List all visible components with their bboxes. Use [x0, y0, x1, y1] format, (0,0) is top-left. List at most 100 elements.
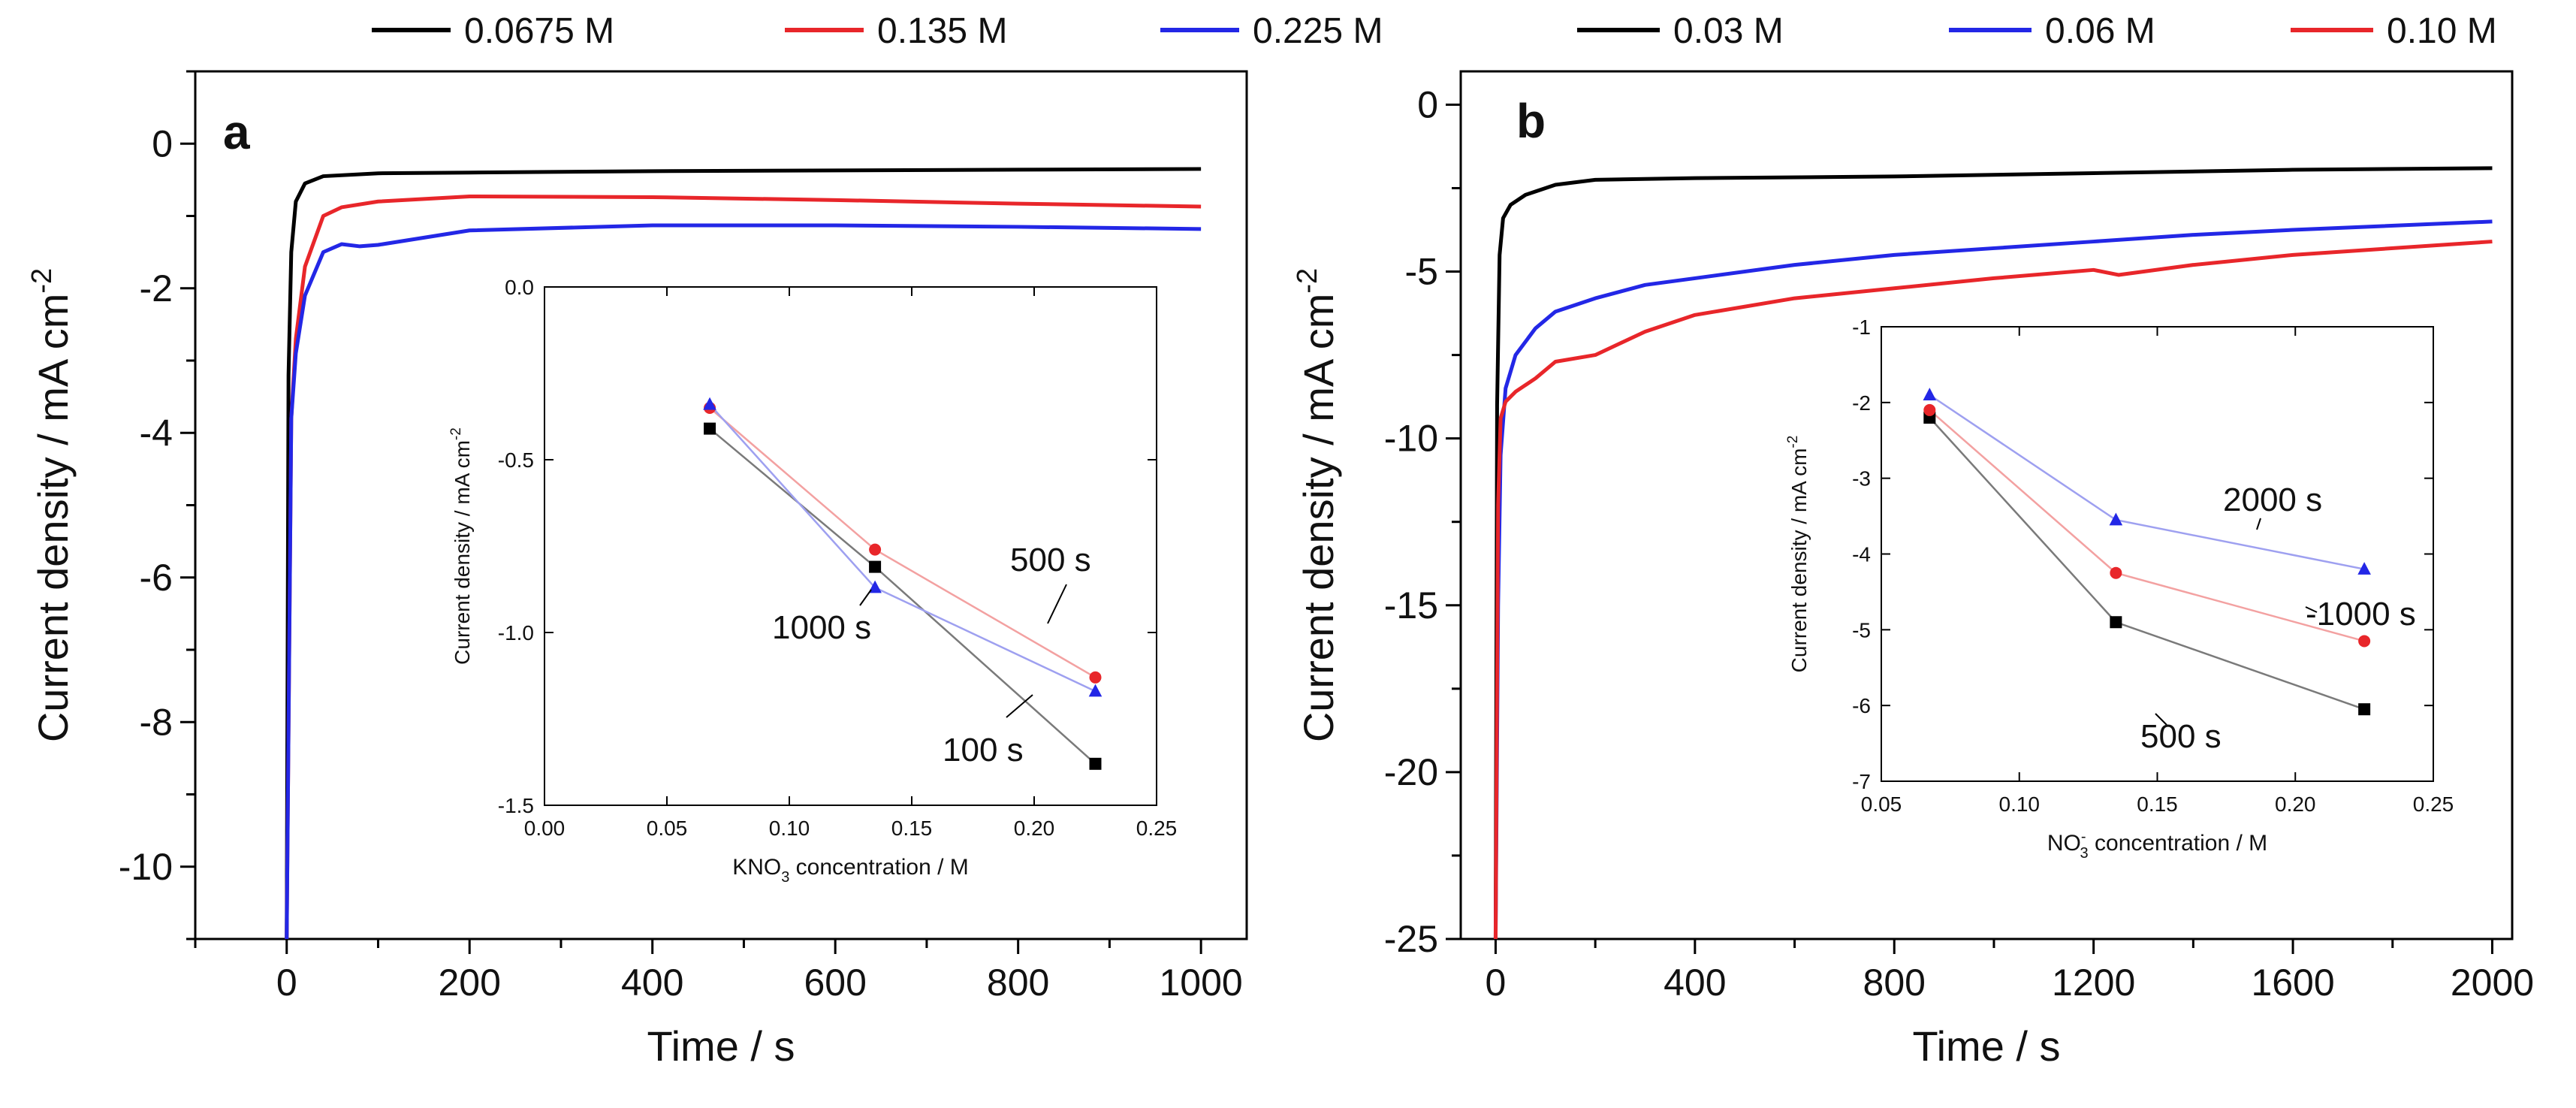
panel-b-inset-y-tick-label: -3	[1852, 467, 1871, 491]
panel-b-x-tick-label: 1600	[2251, 962, 2334, 1004]
panel-a-inset-x-tick-label: 0.05	[647, 817, 688, 840]
panel-a-inset-y-tick-label: -1.0	[498, 621, 534, 645]
panel-b-inset-x-tick-label: 0.05	[1861, 793, 1902, 816]
panel-a-inset-x-tick-label: 0.25	[1136, 817, 1178, 840]
panel-a-inset-marker-1000s	[868, 580, 882, 593]
panel-a-label: a	[223, 105, 250, 159]
panel-b-x-tick-label: 400	[1664, 962, 1726, 1004]
panel-a-legend-label: 0.225 M	[1253, 11, 1383, 51]
panel-b-y-tick-label: -25	[1384, 918, 1438, 960]
panel-a-y-axis-label: Current density / mA cm-2	[26, 268, 77, 742]
panel-a-inset-marker-1000s	[703, 397, 716, 410]
panel-a-series-line-0.0675M	[285, 167, 1202, 939]
panel-a-inset-x-tick-label: 0.15	[891, 817, 933, 840]
panel-a-inset-chart: 0.00 0.05 0.10 0.15 0.20 0.25 0.0 -0.5 -1.0 -1.5 K…	[448, 276, 1177, 886]
panel-a-inset-x-tick-label: 0.20	[1014, 817, 1055, 840]
panel-a-inset-annotation-arrow	[1047, 584, 1067, 624]
panel-a-y-tick-label: -6	[140, 557, 173, 599]
panel-b-series-line-0.10M	[1493, 240, 2493, 939]
panel-a-legend-label: 0.0675 M	[464, 11, 614, 51]
panel-a-inset-y-tick-label: 0.0	[505, 276, 534, 299]
panel-b-inset-x-tick-label: 0.20	[2275, 793, 2316, 816]
panel-a-series-group	[285, 167, 1202, 939]
panel-a-y-tick-label: -10	[119, 846, 173, 888]
panel-a-inset-annotation: 1000 s	[772, 609, 871, 646]
panel-a-y-tick-label: 0	[152, 122, 173, 165]
panel-a-inset-y-tick-label: -0.5	[498, 448, 534, 472]
panel-a-chart: 0 200 400 600 800 1000 0 -2 -4 -6 -8 -10 Time / s Cur…	[26, 11, 1383, 1070]
panel-a-inset-marker-100s	[1089, 757, 1102, 770]
panel-b-inset-annotation: 500 s	[2140, 718, 2222, 755]
panel-a-legend-label: 0.135 M	[877, 11, 1007, 51]
panel-b-inset-marker-1000s	[1923, 403, 1936, 416]
panel-b-legend-label: 0.06 M	[2045, 11, 2155, 51]
panel-b-inset-annotation: 2000 s	[2223, 482, 2322, 518]
panel-b-inset-y-tick-label: -5	[1852, 618, 1871, 642]
panel-b-inset-y-axis-label: Current density / mA cm-2	[1785, 436, 1811, 673]
panel-b-y-axis-label: Current density / mA cm-2	[1292, 268, 1342, 742]
panel-b-legend-label: 0.03 M	[1673, 11, 1784, 51]
panel-b-inset-marker-2000s	[2357, 562, 2371, 575]
panel-a-x-tick-label: 1000	[1160, 962, 1243, 1004]
panel-b-x-tick-label: 0	[1486, 962, 1507, 1004]
panel-b-inset-x-tick-label: 0.15	[2137, 793, 2178, 816]
panel-b-y-tick-label: -15	[1384, 584, 1438, 626]
panel-b-inset-x-axis-label: NO-3 concentration / M	[2047, 829, 2267, 862]
panel-a-inset-x-tick-label: 0.00	[524, 817, 566, 840]
panel-b-plot-frame	[1459, 70, 2514, 940]
panel-a-inset-annotation-arrow	[859, 589, 872, 606]
panel-a-y-tick-label: -2	[140, 267, 173, 309]
panel-b-y-tick-label: -20	[1384, 751, 1438, 793]
panel-b-inset-marker-500s	[2358, 703, 2371, 716]
panel-b-y-tick-label: -5	[1405, 251, 1438, 293]
panel-a-inset-x-axis-label: KNO3 concentration / M	[732, 855, 969, 886]
panel-b-inset-x-tick-label: 0.25	[2413, 793, 2454, 816]
panel-a-inset-marker-1000s	[1088, 684, 1102, 697]
panel-a-inset-marker-500s	[869, 543, 882, 556]
panel-b-inset-annotation-arrow	[2256, 518, 2261, 530]
panel-b-x-tick-label: 1200	[2052, 962, 2135, 1004]
panel-b-inset-y-tick-label: -7	[1852, 770, 1871, 793]
panel-b-inset-x-tick-label: 0.10	[1999, 793, 2041, 816]
panel-b-chart: 0 400 800 1200 1600 2000 0 -5 -10 -15 -20 -25 Time /…	[1292, 11, 2534, 1070]
panel-b-inset-marker-1000s	[2110, 566, 2122, 579]
panel-b-inset-marker-2000s	[1923, 388, 1937, 400]
panel-a-inset-marker-500s	[1089, 671, 1102, 684]
panel-a-y-tick-label: -4	[140, 412, 173, 454]
panel-a-inset-marker-100s	[869, 560, 882, 573]
panel-b-inset-frame	[1881, 326, 2434, 782]
panel-b-series-group	[1493, 166, 2493, 939]
panel-a-inset-y-tick-label: -1.5	[498, 794, 534, 817]
panel-b-inset-marker-2000s	[2109, 512, 2123, 526]
panel-a-inset-annotation: 500 s	[1010, 542, 1091, 578]
panel-b-series-line-0.03M	[1493, 166, 2493, 939]
panel-a-series-line-0.225M	[285, 223, 1202, 939]
panel-b-inset-marker-500s	[2110, 616, 2122, 629]
panel-b-inset-y-tick-label: -6	[1852, 694, 1871, 717]
panel-a-x-tick-label: 400	[621, 962, 683, 1004]
panel-b-inset-y-tick-label: -4	[1852, 543, 1871, 566]
panel-b-y-tick-label: -10	[1384, 418, 1438, 460]
panel-b-inset-annotation-arrow	[2305, 606, 2318, 613]
panel-b-inset-annotation: -1000 s	[2306, 596, 2416, 632]
panel-a-inset-marker-100s	[704, 422, 716, 435]
panel-a-x-tick-label: 600	[804, 962, 866, 1004]
panel-b-x-tick-label: 800	[1863, 962, 1926, 1004]
panel-a-inset-annotation: 100 s	[943, 732, 1024, 768]
panel-a-inset-y-axis-label: Current density / mA cm-2	[448, 427, 474, 665]
panel-b-inset-y-tick-label: -2	[1852, 391, 1871, 415]
panel-a-x-tick-label: 200	[438, 962, 500, 1004]
panel-a-x-tick-label: 800	[987, 962, 1049, 1004]
panel-b-inset-annotation-arrow	[2155, 713, 2167, 726]
panel-a-x-tick-label: 0	[276, 962, 297, 1004]
panel-b-x-axis-label: Time / s	[1912, 1022, 2060, 1070]
panel-b-legend-label: 0.10 M	[2387, 11, 2497, 51]
panel-a-y-tick-label: -8	[140, 701, 173, 743]
panel-b-inset-y-tick-label: -1	[1852, 315, 1871, 339]
panel-b-inset-marker-1000s	[2358, 635, 2371, 648]
panel-b-y-tick-label: 0	[1417, 83, 1438, 125]
panel-b-inset-chart: 0.05 0.10 0.15 0.20 0.25 -1 -2 -3 -4 -5 -6 -7 NO-3 c…	[1785, 315, 2454, 862]
panel-b-x-tick-label: 2000	[2451, 962, 2534, 1004]
panel-a-inset-x-tick-label: 0.10	[769, 817, 810, 840]
